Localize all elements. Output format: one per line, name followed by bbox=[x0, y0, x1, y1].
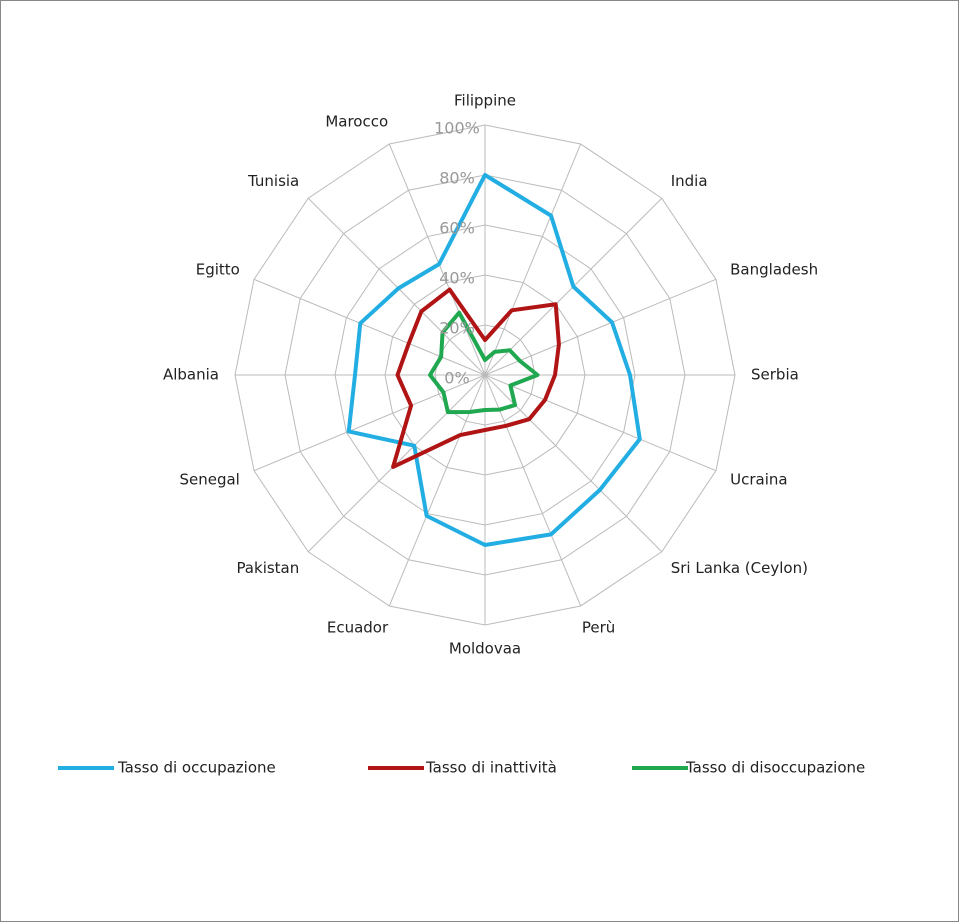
y-tick-label: 40% bbox=[439, 269, 475, 288]
category-label: Sri Lanka (Ceylon) bbox=[671, 559, 808, 577]
y-tick-label: 80% bbox=[439, 169, 475, 188]
spoke bbox=[388, 143, 486, 376]
category-label: India bbox=[671, 172, 708, 190]
spoke bbox=[484, 143, 582, 376]
y-tick-label: 20% bbox=[439, 319, 475, 338]
category-label: Bangladesh bbox=[730, 261, 818, 279]
spoke bbox=[484, 278, 717, 376]
legend-label: Tasso di inattività bbox=[425, 759, 557, 777]
category-label: Marocco bbox=[325, 112, 388, 130]
spoke bbox=[484, 374, 582, 607]
legend-label: Tasso di occupazione bbox=[117, 759, 276, 777]
legend-label: Tasso di disoccupazione bbox=[685, 759, 865, 777]
category-label: Ecuador bbox=[327, 619, 389, 637]
series-line bbox=[346, 173, 642, 547]
category-label: Filippine bbox=[454, 92, 516, 110]
category-label: Tunisia bbox=[247, 172, 299, 190]
category-label: Egitto bbox=[196, 261, 240, 279]
category-label: Albania bbox=[163, 366, 219, 384]
category-label: Pakistan bbox=[236, 559, 299, 577]
series-line bbox=[428, 310, 540, 415]
y-tick-label: 60% bbox=[439, 219, 475, 238]
category-label: Senegal bbox=[179, 470, 239, 488]
y-tick-label: 0% bbox=[444, 369, 469, 388]
spoke bbox=[484, 374, 717, 472]
category-label: Serbia bbox=[751, 366, 799, 384]
category-label: Perù bbox=[582, 619, 615, 637]
spoke bbox=[253, 278, 486, 376]
category-label: Moldovaa bbox=[449, 640, 521, 658]
spoke bbox=[253, 374, 486, 472]
category-label: Ucraina bbox=[730, 470, 787, 488]
spoke bbox=[307, 197, 486, 376]
series-line bbox=[391, 287, 561, 469]
y-tick-label: 100% bbox=[434, 119, 480, 138]
